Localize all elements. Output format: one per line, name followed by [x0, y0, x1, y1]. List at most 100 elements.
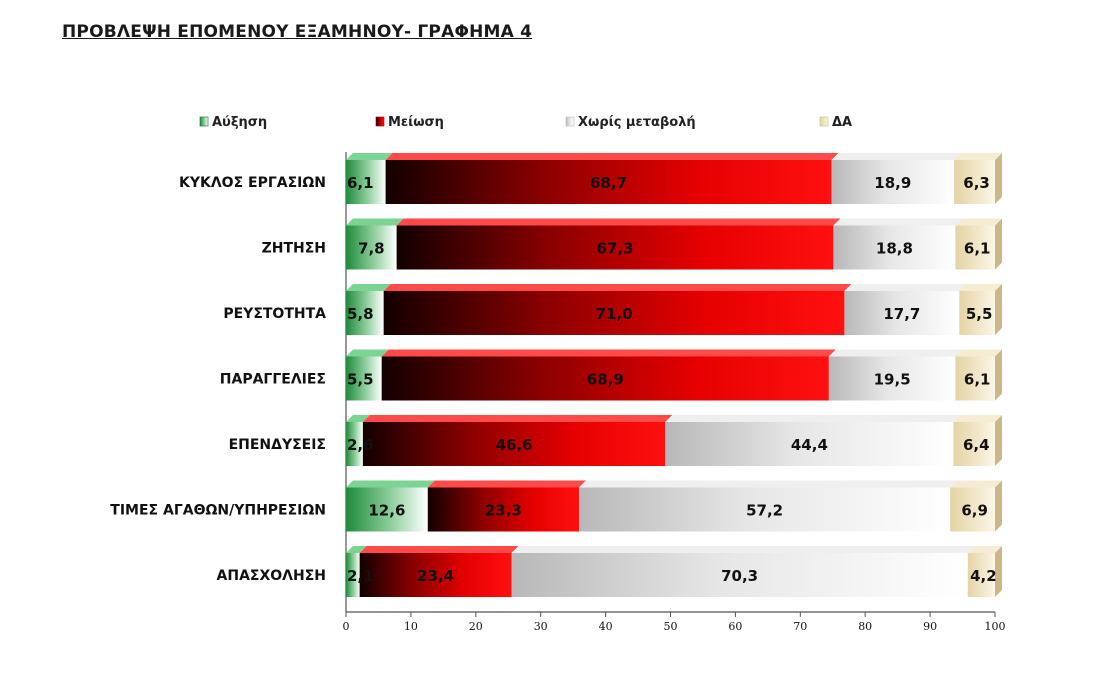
bar-row: ΑΠΑΣΧΟΛΗΣΗ 2,1 23,4 70,3 4,2 [217, 546, 1002, 597]
x-tick-label: 20 [469, 620, 483, 633]
category-label: ΡΕΥΣΤΟΤΗΤΑ [223, 306, 326, 322]
category-label: ΠΑΡΑΓΓΕΛΙΕΣ [220, 372, 326, 388]
legend-item[interactable]: Μείωση [375, 115, 444, 130]
data-label: 5,5 [347, 371, 374, 389]
bar-side [995, 349, 1002, 401]
bar-segment-top [955, 349, 1002, 357]
bar-segment[interactable] [955, 356, 995, 401]
bar-segment[interactable] [359, 553, 512, 597]
x-tick-label: 100 [985, 620, 1006, 633]
category-label: ΖΗΤΗΣΗ [262, 241, 326, 257]
bar-side [995, 415, 1002, 466]
bar-segment[interactable] [844, 291, 960, 335]
x-tick-label: 40 [599, 620, 613, 633]
bar-segment[interactable] [833, 225, 956, 270]
legend-swatch [565, 116, 575, 127]
data-label: 46,6 [496, 436, 533, 454]
bar-segment[interactable] [427, 487, 579, 532]
x-tick-label: 70 [793, 620, 807, 633]
data-label: 6,1 [964, 371, 991, 389]
x-tick-label: 90 [923, 620, 937, 633]
bar-segment-top [346, 546, 367, 553]
bar-segment[interactable] [967, 553, 995, 597]
x-tick-label: 80 [858, 620, 872, 633]
bar-segment-top [578, 480, 958, 488]
bar-segment[interactable] [383, 291, 845, 335]
legend-label: Αύξηση [212, 115, 267, 130]
bar-segment-top [427, 480, 586, 488]
bar-segment[interactable] [346, 422, 363, 466]
bar-side [995, 480, 1002, 532]
bar-segment-top [967, 546, 1002, 553]
bar-segment[interactable] [828, 356, 956, 401]
data-label: 6,3 [963, 174, 990, 192]
bar-segment-top [383, 284, 852, 291]
bar-segment-top [844, 284, 967, 291]
x-tick-label: 30 [534, 620, 548, 633]
bar-segment[interactable] [346, 225, 397, 270]
data-label: 2,1 [347, 567, 374, 585]
bar-segment[interactable] [346, 356, 382, 401]
bar-segment[interactable] [959, 291, 995, 335]
bar-segment[interactable] [665, 422, 954, 466]
bar-segment[interactable] [831, 160, 955, 204]
bar-segment-top [381, 349, 836, 357]
data-label: 18,8 [876, 240, 913, 258]
bar-segment[interactable] [954, 160, 995, 204]
data-label: 70,3 [721, 567, 758, 585]
data-label: 18,9 [874, 174, 911, 192]
bar-segment[interactable] [578, 487, 951, 532]
bar-segment[interactable] [346, 160, 386, 204]
bar-segment-top [831, 153, 962, 160]
legend-swatch [819, 116, 829, 127]
bar-segment[interactable] [346, 487, 428, 532]
x-tick-label: 10 [404, 620, 418, 633]
bar-segment-top [346, 218, 404, 226]
bar-row: ΤΙΜΕΣ ΑΓΑΘΩΝ/ΥΠΗΡΕΣΙΩΝ 12,6 23,3 57,2 6,9 [110, 480, 1002, 532]
data-label: 44,4 [791, 436, 828, 454]
legend-swatch [199, 116, 209, 127]
data-label: 5,8 [347, 305, 374, 323]
legend-item[interactable]: ΔΑ [819, 115, 852, 130]
legend-swatch [375, 116, 385, 127]
bar-segment-top [954, 153, 1002, 160]
bar-side [995, 153, 1002, 204]
bar-segment[interactable] [955, 225, 995, 270]
bar-segment-top [959, 284, 1002, 291]
legend-item[interactable]: Χωρίς μεταβολή [565, 115, 696, 130]
x-tick-label: 60 [728, 620, 742, 633]
x-tick-label: 0 [343, 620, 350, 633]
bar-segment[interactable] [953, 422, 995, 466]
bar-segment[interactable] [381, 356, 829, 401]
bar-segment-top [346, 349, 389, 357]
bar-segment[interactable] [511, 553, 968, 597]
legend-item[interactable]: Αύξηση [199, 115, 267, 130]
data-label: 57,2 [746, 502, 783, 520]
bar-segment[interactable] [396, 225, 834, 270]
bar-segment-top [362, 415, 673, 422]
bar-segment-top [396, 218, 841, 226]
bar-segment-top [833, 218, 963, 226]
bar-segment-top [346, 415, 370, 422]
bar-segment[interactable] [950, 487, 995, 532]
bar-segment[interactable] [346, 553, 360, 597]
bar-segment[interactable] [346, 291, 384, 335]
bar-segment-top [828, 349, 963, 357]
bar-row: ΖΗΤΗΣΗ 7,8 67,3 18,8 6,1 [262, 218, 1002, 270]
data-label: 23,3 [485, 502, 522, 520]
bar-segment-top [511, 546, 975, 553]
bar-segment-top [346, 480, 435, 488]
bar-segment-top [385, 153, 839, 160]
legend-label: ΔΑ [832, 115, 852, 130]
data-label: 6,9 [961, 502, 988, 520]
bar-side [995, 218, 1002, 270]
bar-segment[interactable] [362, 422, 666, 466]
bar-row: ΕΠΕΝΔΥΣΕΙΣ 2,6 46,6 44,4 6,4 [229, 415, 1002, 466]
bar-segment[interactable] [385, 160, 832, 204]
data-label: 19,5 [874, 371, 911, 389]
category-label: ΤΙΜΕΣ ΑΓΑΘΩΝ/ΥΠΗΡΕΣΙΩΝ [110, 503, 326, 519]
bar-side [995, 546, 1002, 597]
legend-label: Μείωση [388, 115, 444, 130]
data-label: 67,3 [597, 240, 634, 258]
